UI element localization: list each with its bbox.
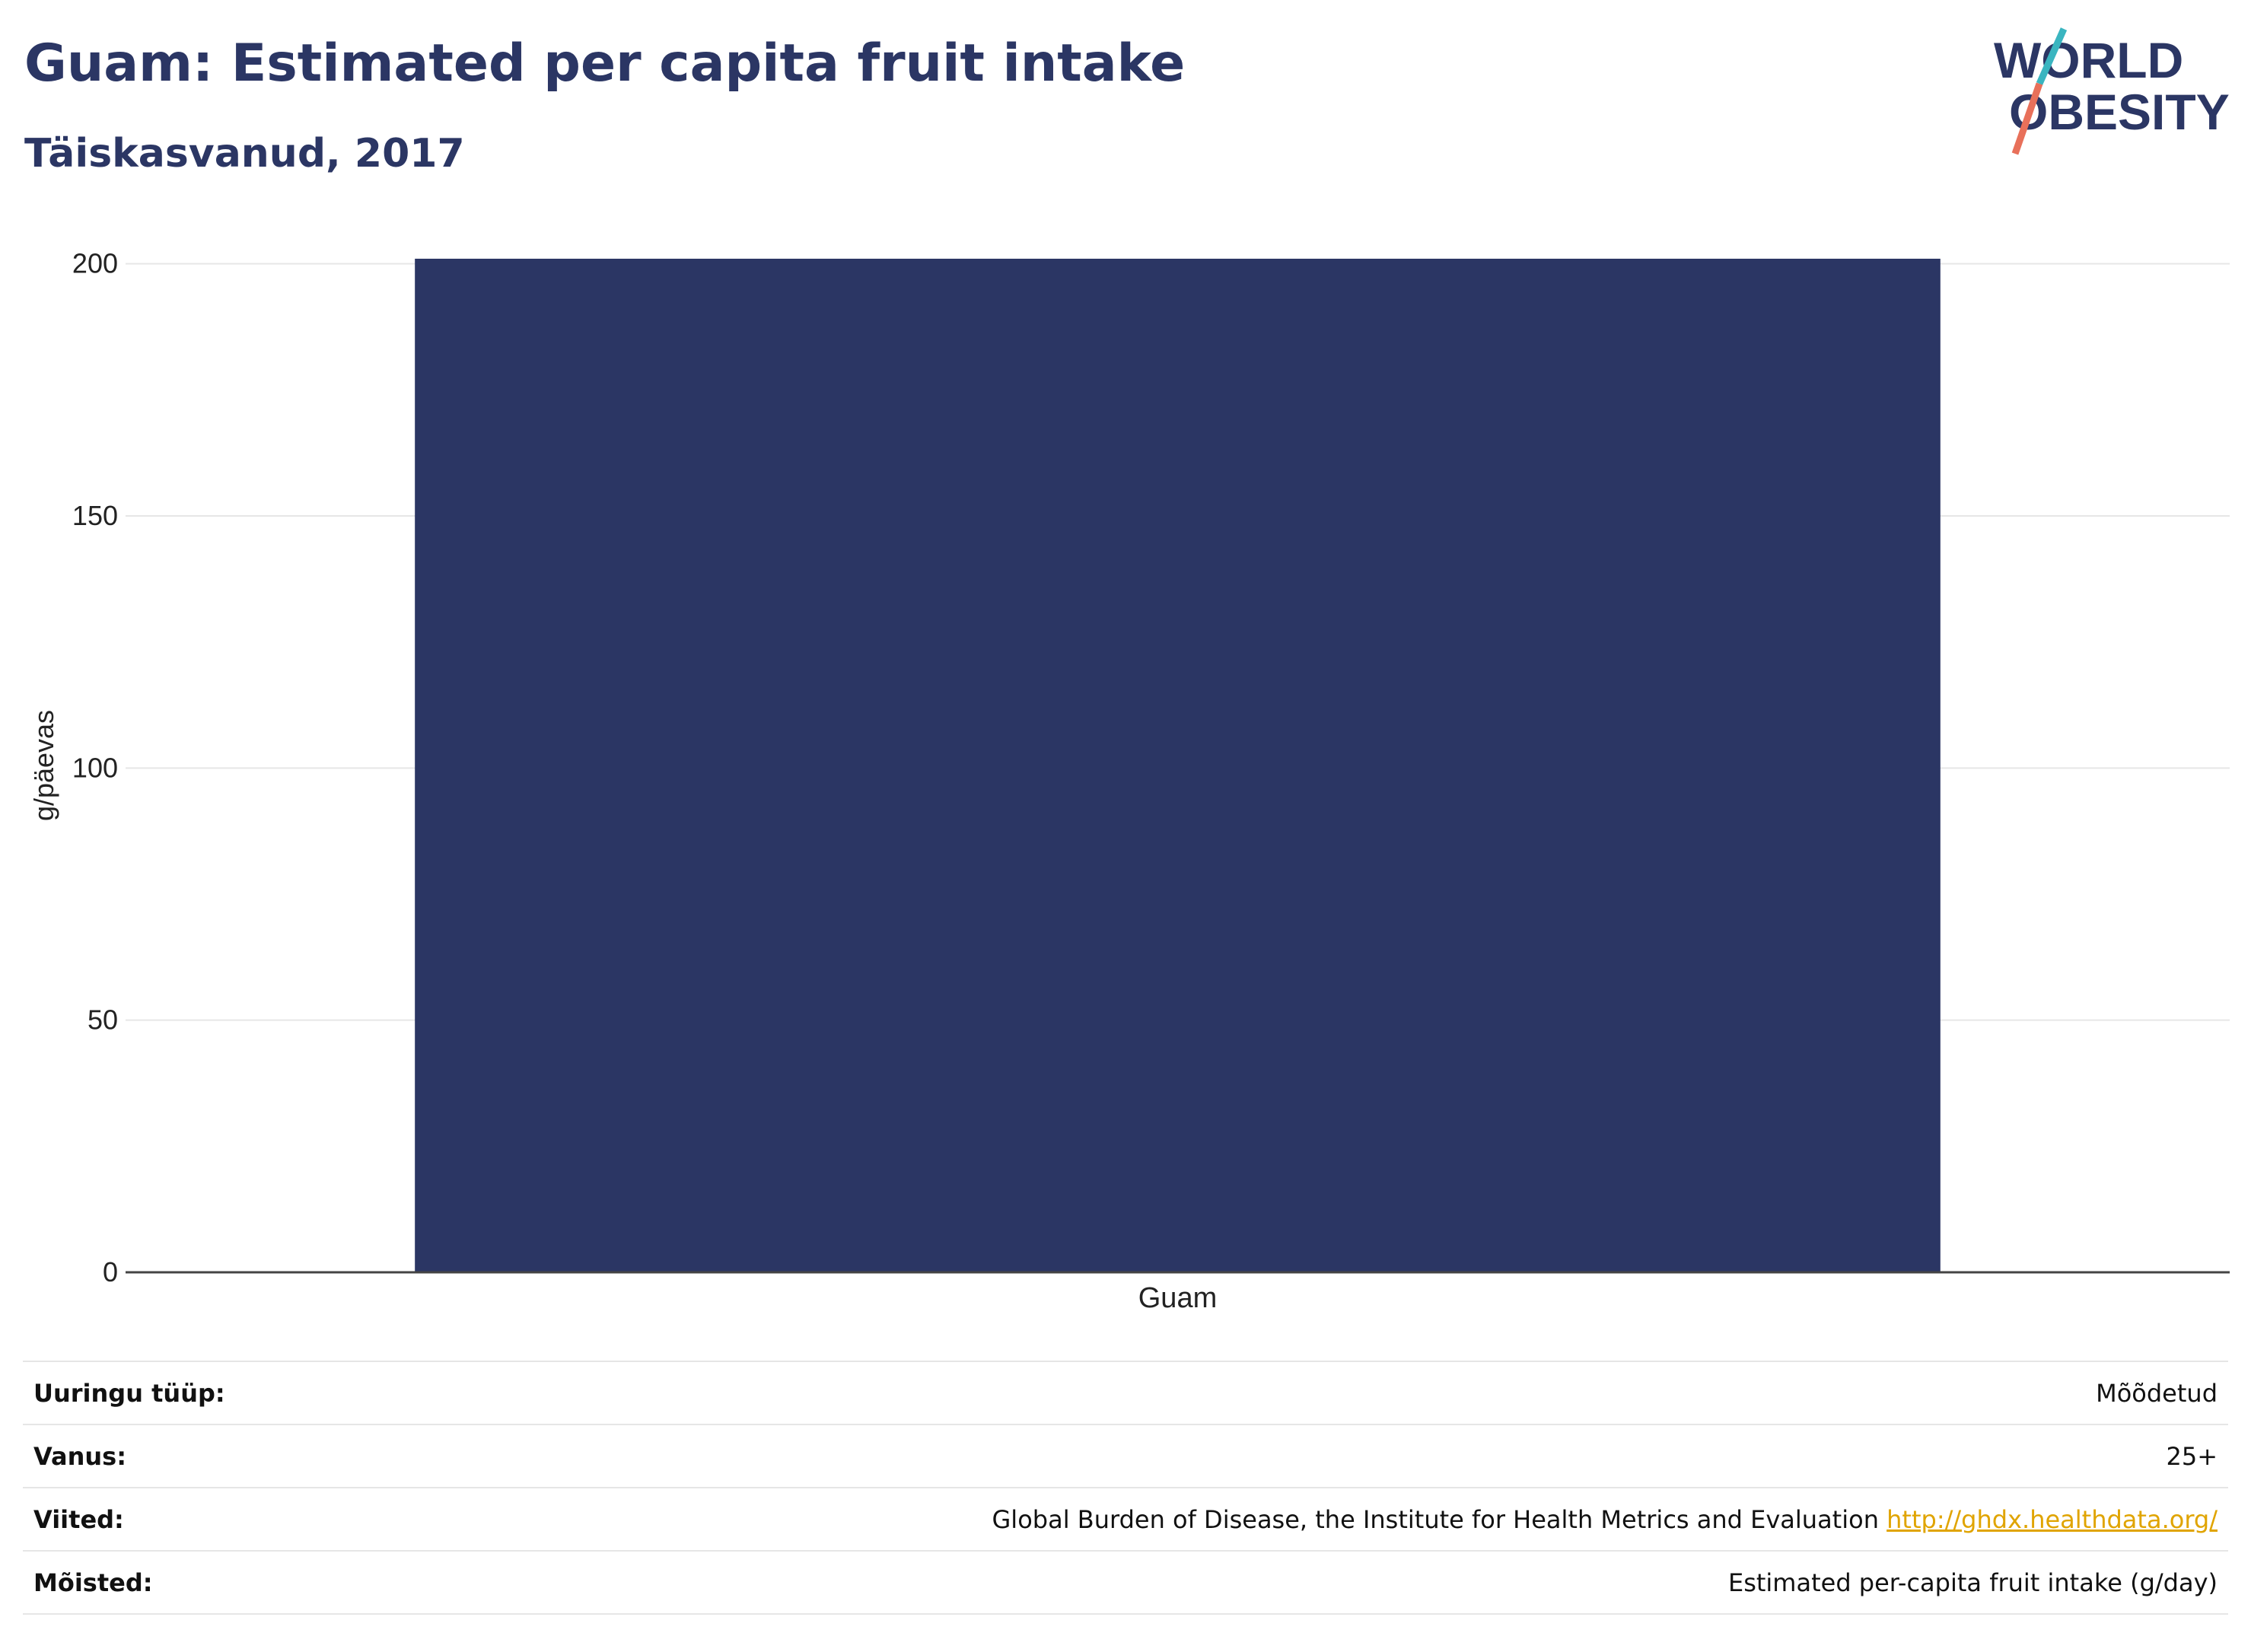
world-obesity-logo: WORLD OBESITY xyxy=(1994,27,2230,155)
y-tick-label: 200 xyxy=(72,248,118,279)
logo-line1: WORLD xyxy=(1994,32,2183,88)
y-tick-label: 0 xyxy=(103,1256,118,1288)
y-tick-label: 100 xyxy=(72,752,118,783)
info-label: Mõisted: xyxy=(23,1550,288,1615)
info-row-definitions: Mõisted: Estimated per-capita fruit inta… xyxy=(23,1550,2228,1615)
info-table: Uuringu tüüp: Mõõdetud Vanus: 25+ Viited… xyxy=(23,1361,2228,1615)
info-value: Estimated per-capita fruit intake (g/day… xyxy=(288,1550,2228,1615)
chart-subtitle: Täiskasvanud, 2017 xyxy=(24,131,465,177)
bars xyxy=(415,259,1941,1272)
x-tick-labels: Guam xyxy=(1138,1282,1217,1314)
info-label: Viited: xyxy=(23,1487,288,1551)
logo-slash-bottom xyxy=(2011,82,2043,155)
info-label: Uuringu tüüp: xyxy=(23,1361,288,1424)
reference-text: Global Burden of Disease, the Institute … xyxy=(992,1504,1879,1534)
y-tick-label: 50 xyxy=(88,1004,118,1036)
info-row-references: Viited: Global Burden of Disease, the In… xyxy=(23,1487,2228,1551)
y-axis-label: g/päevas xyxy=(28,710,59,821)
info-value: Mõõdetud xyxy=(288,1361,2228,1424)
y-tick-label: 150 xyxy=(72,500,118,531)
info-value: 25+ xyxy=(288,1424,2228,1488)
info-value-references: Global Burden of Disease, the Institute … xyxy=(288,1487,2228,1551)
chart-title: Guam: Estimated per capita fruit intake xyxy=(24,33,1186,94)
bar-chart: 0 50 100 150 200 Guam g/päevas xyxy=(28,248,2230,1314)
y-tick-labels: 0 50 100 150 200 xyxy=(72,248,118,1288)
info-row-study-type: Uuringu tüüp: Mõõdetud xyxy=(23,1361,2228,1424)
reference-link[interactable]: http://ghdx.healthdata.org/ xyxy=(1886,1504,2218,1534)
logo-line2: OBESITY xyxy=(2009,84,2230,140)
logo-slash-top xyxy=(2036,27,2068,85)
info-row-age: Vanus: 25+ xyxy=(23,1424,2228,1488)
x-tick-label: Guam xyxy=(1138,1282,1217,1314)
info-label: Vanus: xyxy=(23,1424,288,1488)
bar-guam[interactable] xyxy=(415,259,1941,1272)
